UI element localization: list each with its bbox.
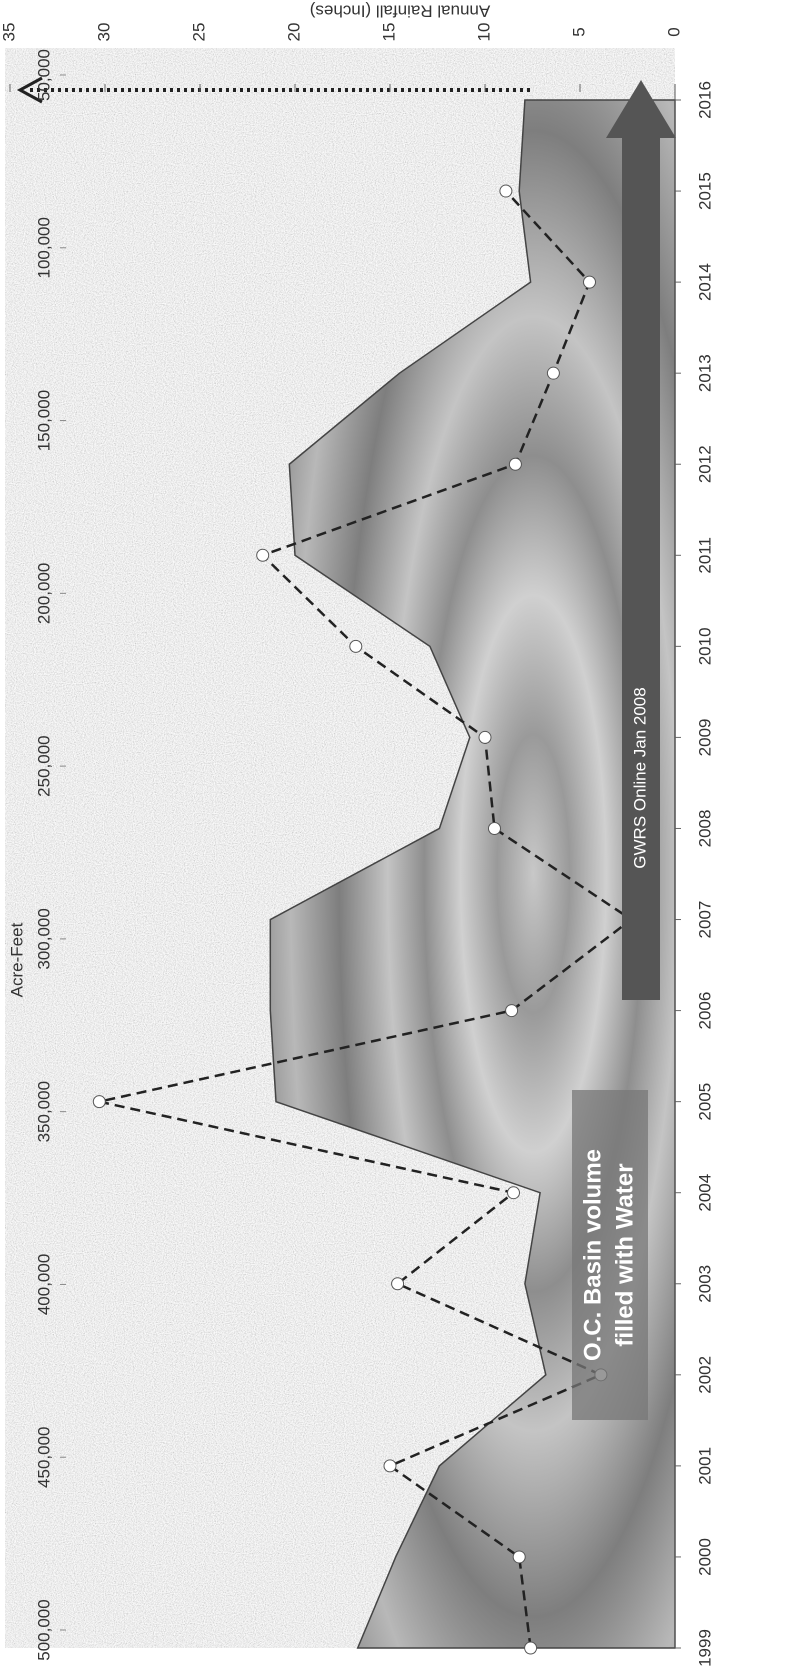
rainfall-point bbox=[349, 639, 363, 653]
rainfall-point bbox=[508, 457, 522, 471]
x-tick-label: 2012 bbox=[695, 445, 714, 483]
rainfall-point bbox=[92, 1095, 106, 1109]
x-tick-label: 2004 bbox=[695, 1174, 714, 1212]
gwrs-arrow bbox=[606, 80, 676, 1000]
x-tick-label: 2014 bbox=[695, 263, 714, 301]
x-tick-label: 1999 bbox=[695, 1629, 714, 1667]
x2-tick-label: 500,000 bbox=[34, 1599, 53, 1660]
x-tick-label: 2002 bbox=[695, 1356, 714, 1394]
rainfall-point bbox=[383, 1459, 397, 1473]
x2-tick-label: 300,000 bbox=[34, 908, 53, 969]
x-tick-label: 2013 bbox=[695, 354, 714, 392]
x-tick-label: 2011 bbox=[695, 537, 714, 574]
rainfall-point bbox=[524, 1641, 538, 1655]
x-tick-label: 2016 bbox=[695, 81, 714, 119]
y-tick-label: 35 bbox=[0, 23, 18, 42]
x2-tick-label: 200,000 bbox=[34, 563, 53, 624]
rainfall-point bbox=[499, 184, 513, 198]
y-tick-label: 25 bbox=[189, 23, 208, 42]
rainfall-point bbox=[512, 1550, 526, 1564]
x2-tick-label: 50,000 bbox=[34, 49, 53, 101]
annotation-box bbox=[572, 1090, 648, 1420]
y-axis-title: Annual Rainfall (Inches) bbox=[310, 2, 490, 21]
x2-tick-label: 250,000 bbox=[34, 735, 53, 796]
x2-tick-label: 450,000 bbox=[34, 1426, 53, 1487]
y-tick-label: 5 bbox=[569, 27, 588, 36]
x-tick-label: 2015 bbox=[695, 172, 714, 210]
rainfall-point bbox=[478, 730, 492, 744]
y-tick-label: 0 bbox=[664, 27, 683, 36]
x-tick-label: 2001 bbox=[695, 1447, 714, 1485]
annotation: GWRS Online Jan 2008 bbox=[630, 687, 649, 868]
rainfall-point bbox=[488, 821, 501, 835]
y-tick-label: 10 bbox=[474, 23, 493, 42]
rotated-chart: O.C. Basin volume filled with Water GWRS… bbox=[0, 2, 714, 1667]
rainfall-point bbox=[507, 1186, 520, 1200]
y-tick-label: 30 bbox=[94, 23, 113, 42]
x2-tick-label: 100,000 bbox=[34, 217, 53, 278]
x2-tick-label: 350,000 bbox=[34, 1081, 53, 1142]
rainfall-point bbox=[391, 1277, 405, 1291]
x-tick-label: 2006 bbox=[695, 992, 714, 1030]
x-tick-label: 2000 bbox=[695, 1538, 714, 1576]
y-tick-label: 15 bbox=[379, 23, 398, 42]
x2-tick-label: 150,000 bbox=[34, 390, 53, 451]
y-tick-label: 20 bbox=[284, 23, 303, 42]
x-tick-label: 2008 bbox=[695, 810, 714, 848]
x-tick-label: 2009 bbox=[695, 718, 714, 756]
x-tick-label: 2007 bbox=[695, 901, 714, 939]
dotted-arrow-head bbox=[16, 76, 43, 104]
rainfall-point bbox=[256, 548, 270, 562]
rainfall-point bbox=[546, 366, 560, 380]
annotation: O.C. Basin volume bbox=[579, 1149, 606, 1361]
x2-axis-title: Acre-Feet bbox=[7, 922, 26, 997]
x-tick-label: 2010 bbox=[695, 627, 714, 665]
x-tick-label: 2003 bbox=[695, 1265, 714, 1303]
rainfall-point bbox=[505, 1004, 519, 1018]
x-tick-label: 2005 bbox=[695, 1083, 714, 1121]
annotation: filled with Water bbox=[611, 1163, 638, 1346]
x2-tick-label: 400,000 bbox=[34, 1254, 53, 1315]
rainfall-point bbox=[583, 275, 596, 289]
